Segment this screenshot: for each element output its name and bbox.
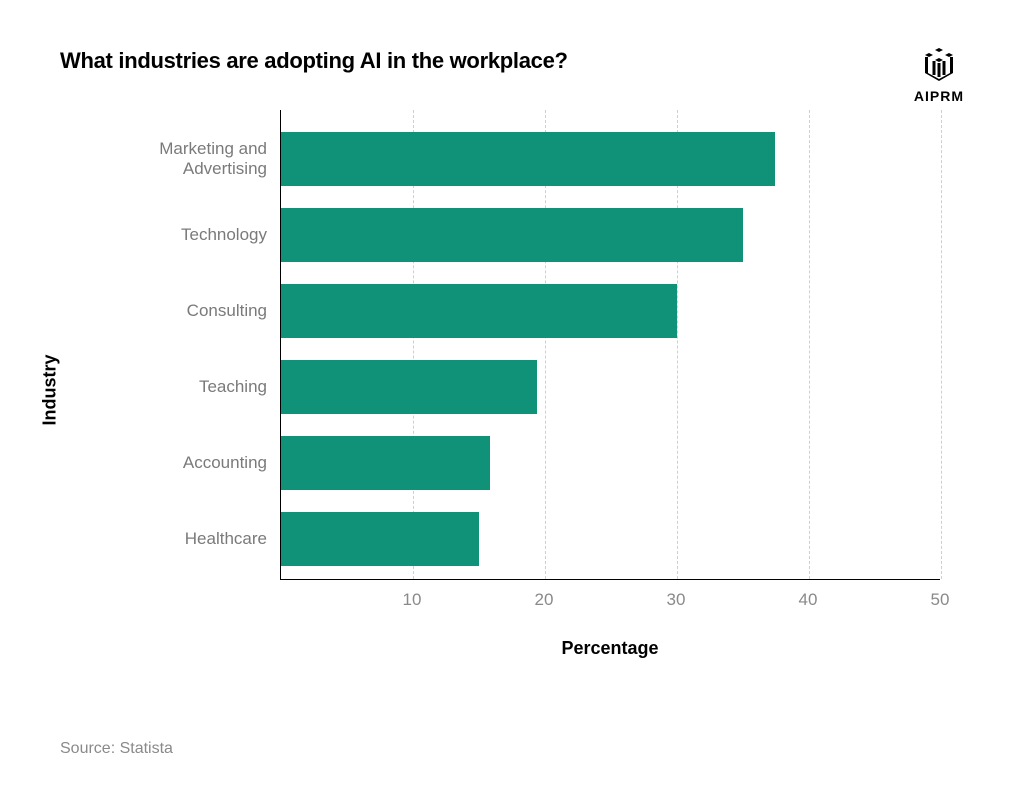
category-label: Marketing andAdvertising [71, 139, 281, 178]
grid-line [941, 110, 942, 579]
bar-row: Teaching [281, 360, 537, 414]
category-label: Technology [71, 225, 281, 245]
bar [281, 208, 743, 262]
x-tick-label: 30 [667, 590, 686, 610]
bar-row: Accounting [281, 436, 490, 490]
plot-area: Marketing andAdvertising Technology Consul… [280, 110, 940, 580]
chart-title: What industries are adopting AI in the w… [60, 48, 568, 74]
bar [281, 284, 677, 338]
chart-area: Industry Marketing andAdvertisingTechnol… [60, 110, 960, 670]
category-label: Consulting [71, 301, 281, 321]
y-axis-title: Industry [40, 354, 61, 425]
bar-row: Technology [281, 208, 743, 262]
x-tick-label: 40 [799, 590, 818, 610]
x-axis-title: Percentage [280, 638, 940, 659]
x-tick-label: 20 [535, 590, 554, 610]
category-label: Healthcare [71, 529, 281, 549]
brand-block: AIPRM [914, 48, 964, 104]
bar-row: Healthcare [281, 512, 479, 566]
bar-row: Consulting [281, 284, 677, 338]
bar-row: Marketing andAdvertising [281, 132, 775, 186]
x-tick-label: 50 [931, 590, 950, 610]
brand-logo-icon [919, 48, 959, 84]
bar [281, 132, 775, 186]
bar [281, 360, 537, 414]
category-label: Accounting [71, 453, 281, 473]
source-text: Source: Statista [60, 740, 173, 758]
bar [281, 436, 490, 490]
category-label: Teaching [71, 377, 281, 397]
brand-label: AIPRM [914, 88, 964, 104]
x-tick-row: 1020304050 [280, 580, 940, 620]
bar [281, 512, 479, 566]
x-tick-label: 10 [403, 590, 422, 610]
